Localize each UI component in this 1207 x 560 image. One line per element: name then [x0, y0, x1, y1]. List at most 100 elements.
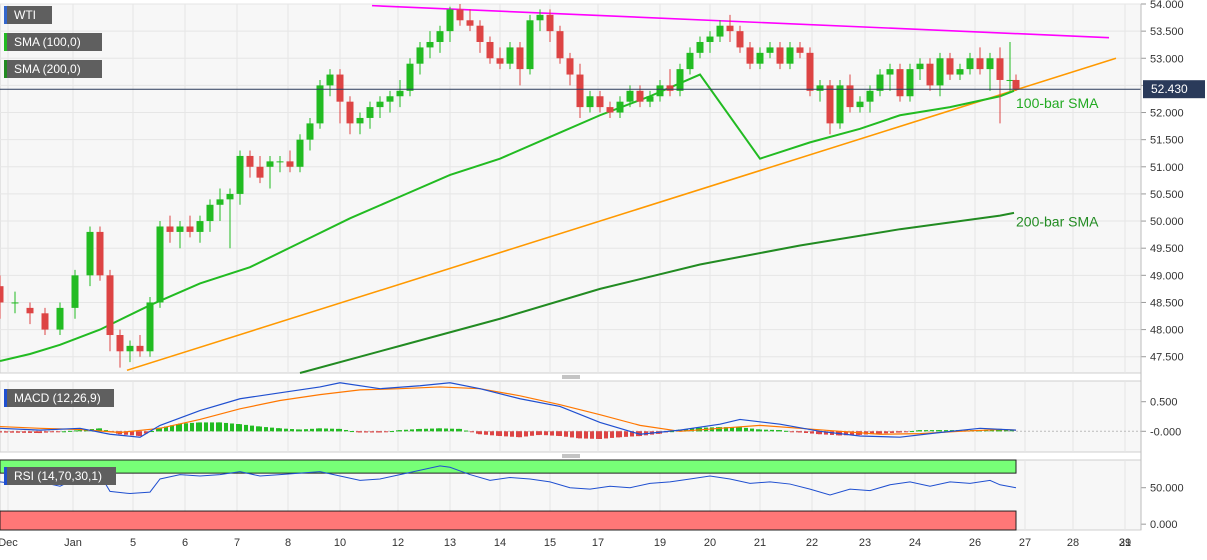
macd-histogram-bar — [390, 431, 394, 433]
macd-histogram-bar — [384, 431, 388, 433]
candle-body — [296, 139, 304, 167]
candle-body — [576, 74, 584, 108]
macd-histogram-bar — [904, 431, 908, 433]
macd-histogram-bar — [718, 427, 722, 432]
macd-histogram-bar — [290, 429, 294, 432]
candle-body — [626, 90, 634, 102]
macd-histogram-bar — [438, 428, 442, 432]
candle-body — [876, 74, 884, 91]
candle-body — [466, 20, 474, 26]
macd-histogram-bar — [458, 428, 462, 432]
x-tick-label: 22 — [806, 537, 818, 549]
macd-histogram-bar — [578, 431, 582, 439]
macd-histogram-bar — [758, 429, 762, 432]
candle-body — [896, 69, 904, 97]
y-tick-label: 48.000 — [1150, 325, 1184, 337]
candle-body — [326, 74, 334, 86]
macd-histogram-bar — [590, 431, 594, 439]
candle-body — [846, 85, 854, 108]
y-tick-label: 53.500 — [1150, 26, 1184, 38]
macd-histogram-bar — [750, 428, 754, 432]
macd-histogram-bar — [930, 430, 934, 432]
macd-histogram-bar — [410, 429, 414, 432]
candle-body — [56, 307, 64, 330]
candle-body — [346, 101, 354, 124]
macd-histogram-bar — [498, 431, 502, 437]
candle-body — [536, 14, 544, 21]
candle-body — [506, 47, 514, 64]
candle-body — [266, 161, 274, 167]
macd-histogram-bar — [278, 428, 282, 432]
macd-histogram-bar — [544, 431, 548, 436]
candle-body — [836, 85, 844, 124]
sma200-annotation: 200-bar SMA — [1016, 213, 1099, 229]
macd-histogram-bar — [870, 431, 874, 435]
macd-histogram-bar — [910, 431, 914, 433]
macd-histogram-bar — [130, 431, 134, 436]
macd-histogram-bar — [738, 427, 742, 432]
x-tick-label: 17 — [592, 537, 604, 549]
macd-histogram-bar — [250, 425, 254, 432]
x-tick-label: 13 — [444, 537, 456, 549]
candle-body — [446, 9, 454, 32]
y-tick-label: 52.000 — [1150, 108, 1184, 120]
macd-histogram-bar — [350, 431, 354, 433]
macd-histogram-bar — [670, 431, 674, 433]
macd-histogram-bar — [570, 431, 574, 438]
macd-histogram-bar — [490, 431, 494, 436]
macd-histogram-bar — [370, 431, 374, 433]
candle-body — [916, 63, 924, 70]
pane-macd — [0, 380, 1142, 453]
legend-macd: MACD (12,26,9) — [4, 389, 114, 407]
candle-body — [276, 161, 284, 163]
candle-body — [996, 58, 1004, 80]
y-tick-label: 49.500 — [1150, 243, 1184, 255]
candle-body — [906, 69, 914, 97]
candle-body — [286, 161, 294, 167]
x-tick-label: 19 — [654, 537, 666, 549]
rsi-line — [0, 465, 1017, 496]
macd-histogram-bar — [510, 431, 514, 437]
candle-body — [866, 90, 874, 102]
candle-body — [586, 96, 594, 108]
candle-body — [816, 85, 824, 91]
candle-body — [566, 58, 574, 75]
macd-histogram-bar — [104, 430, 108, 432]
candle-body — [486, 41, 494, 59]
macd-histogram-bar — [310, 428, 314, 432]
macd-histogram-bar — [244, 424, 248, 432]
macd-histogram-bar — [404, 429, 408, 432]
candle-body — [556, 31, 564, 59]
x-tick-label: 5 — [130, 537, 136, 549]
x-tick-label: 23 — [859, 537, 871, 549]
macd-histogram-bar — [770, 429, 774, 432]
candle-body — [96, 231, 104, 276]
macd-histogram-bar — [238, 424, 242, 432]
macd-histogram-bar — [884, 431, 888, 434]
candle-body — [186, 226, 194, 232]
x-tick-label: 14 — [494, 537, 506, 549]
macd-histogram-bar — [50, 431, 54, 433]
macd-histogram-bar — [198, 422, 202, 432]
macd-histogram-bar — [824, 431, 828, 435]
candle-body — [41, 313, 49, 330]
candle-body — [146, 302, 154, 352]
candle-body — [546, 14, 554, 32]
macd-histogram-bar — [298, 429, 302, 432]
macd-histogram-bar — [524, 431, 528, 437]
candle-body — [376, 101, 384, 108]
macd-histogram-bar — [558, 431, 562, 437]
candle-body — [746, 47, 754, 64]
macd-histogram-bar — [518, 431, 522, 438]
candle-body — [856, 101, 864, 108]
macd-histogram-bar — [584, 431, 588, 439]
macd-histogram-bar — [618, 431, 622, 438]
sma100-annotation: 100-bar SMA — [1016, 95, 1099, 111]
macd-histogram-bar — [470, 431, 474, 433]
macd-y-tick-label: 0.500 — [1150, 397, 1178, 409]
macd-histogram-bar — [170, 425, 174, 432]
candle-body — [136, 345, 144, 352]
macd-histogram-bar — [450, 428, 454, 432]
macd-histogram-bar — [318, 428, 322, 432]
